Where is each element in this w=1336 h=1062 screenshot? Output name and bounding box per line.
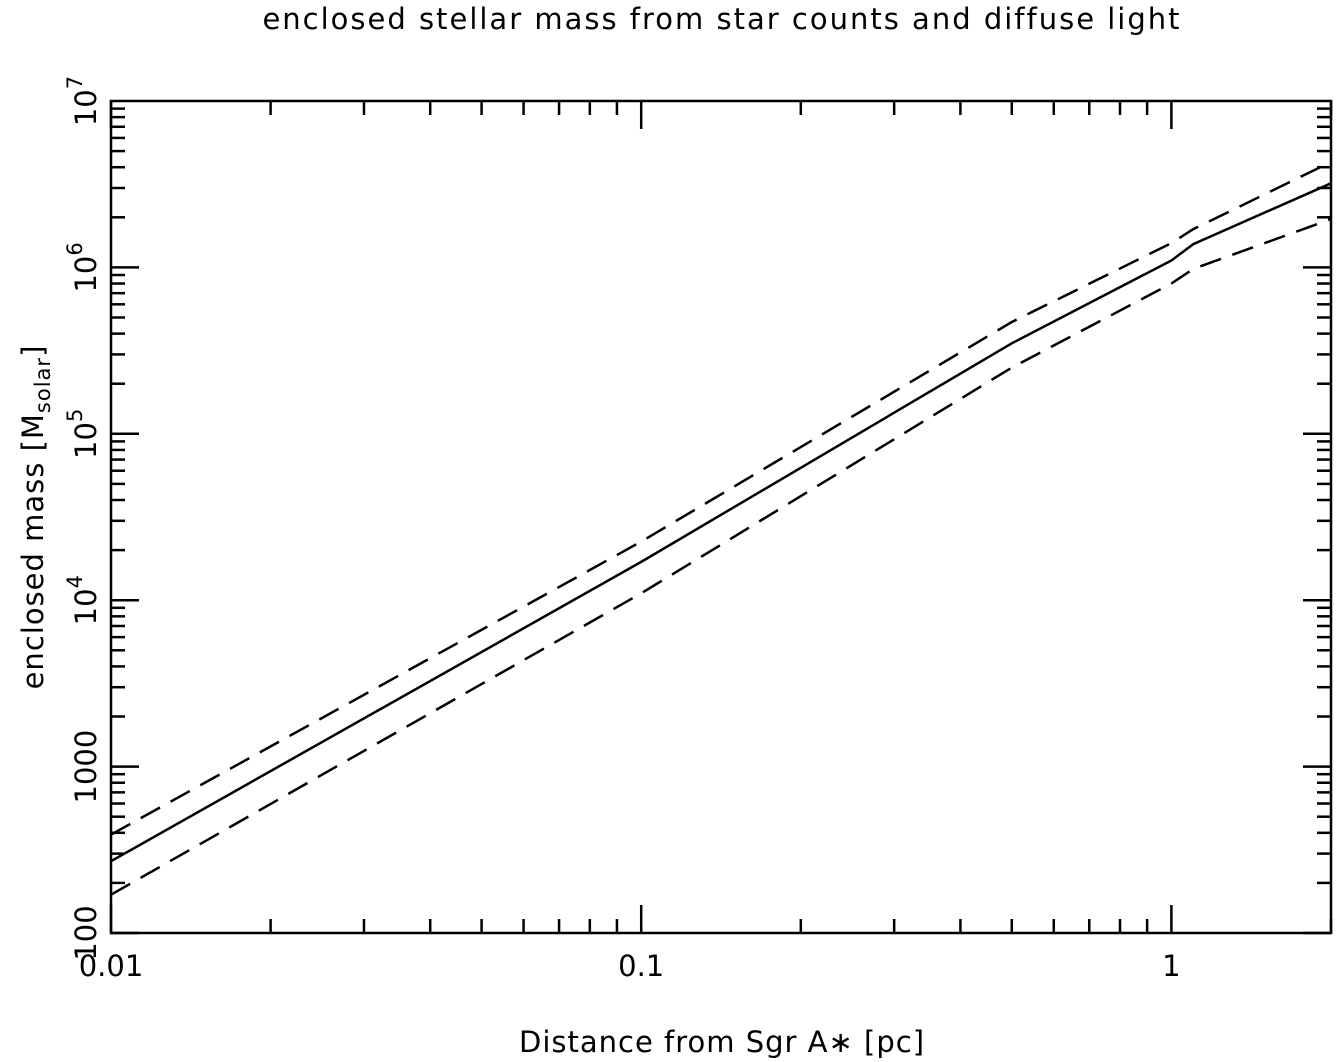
x-tick-label: 1 [1162,949,1180,983]
data-series [110,160,1332,896]
y-axis-label-main: enclosed mass [M [16,413,50,689]
y-tick-label: 106 [63,242,103,292]
y-tick-label-exponent: 4 [63,575,87,588]
x-axis-label: Distance from Sgr A∗ [pc] [519,1025,925,1059]
axis-ticks [109,101,1333,935]
y-tick-label-exponent: 5 [63,409,87,422]
y-tick-label: 1000 [69,730,103,804]
x-tick-label: 0.1 [618,949,664,983]
y-tick-label: 100 [69,905,103,960]
chart-title: enclosed stellar mass from star counts a… [262,2,1181,36]
y-axis-label: enclosed mass [Msolar] [16,345,55,690]
y-tick-label-exponent: 7 [63,76,87,89]
y-tick-label-exponent: 6 [63,242,87,255]
x-tick-label: 0.01 [79,949,144,983]
y-axis-label-close: ] [16,345,50,357]
y-tick-label: 104 [63,575,103,625]
y-tick-label-base: 10 [69,422,103,459]
y-tick-label-base: 100 [69,905,103,960]
plot-frame [109,99,1333,935]
x-tick-labels: 0.01 0.1 1 [79,949,1181,983]
dashed-line-1 [110,160,1332,836]
dashed-line-2 [110,217,1332,896]
y-axis-label-sub: solar [31,357,55,413]
y-tick-label: 105 [63,409,103,459]
y-tick-label-base: 1000 [69,730,103,804]
y-tick-label: 107 [63,76,103,126]
y-tick-label-base: 10 [69,256,103,293]
y-tick-label-base: 10 [69,89,103,126]
solid-line [110,182,1332,863]
y-tick-label-base: 10 [69,588,103,625]
